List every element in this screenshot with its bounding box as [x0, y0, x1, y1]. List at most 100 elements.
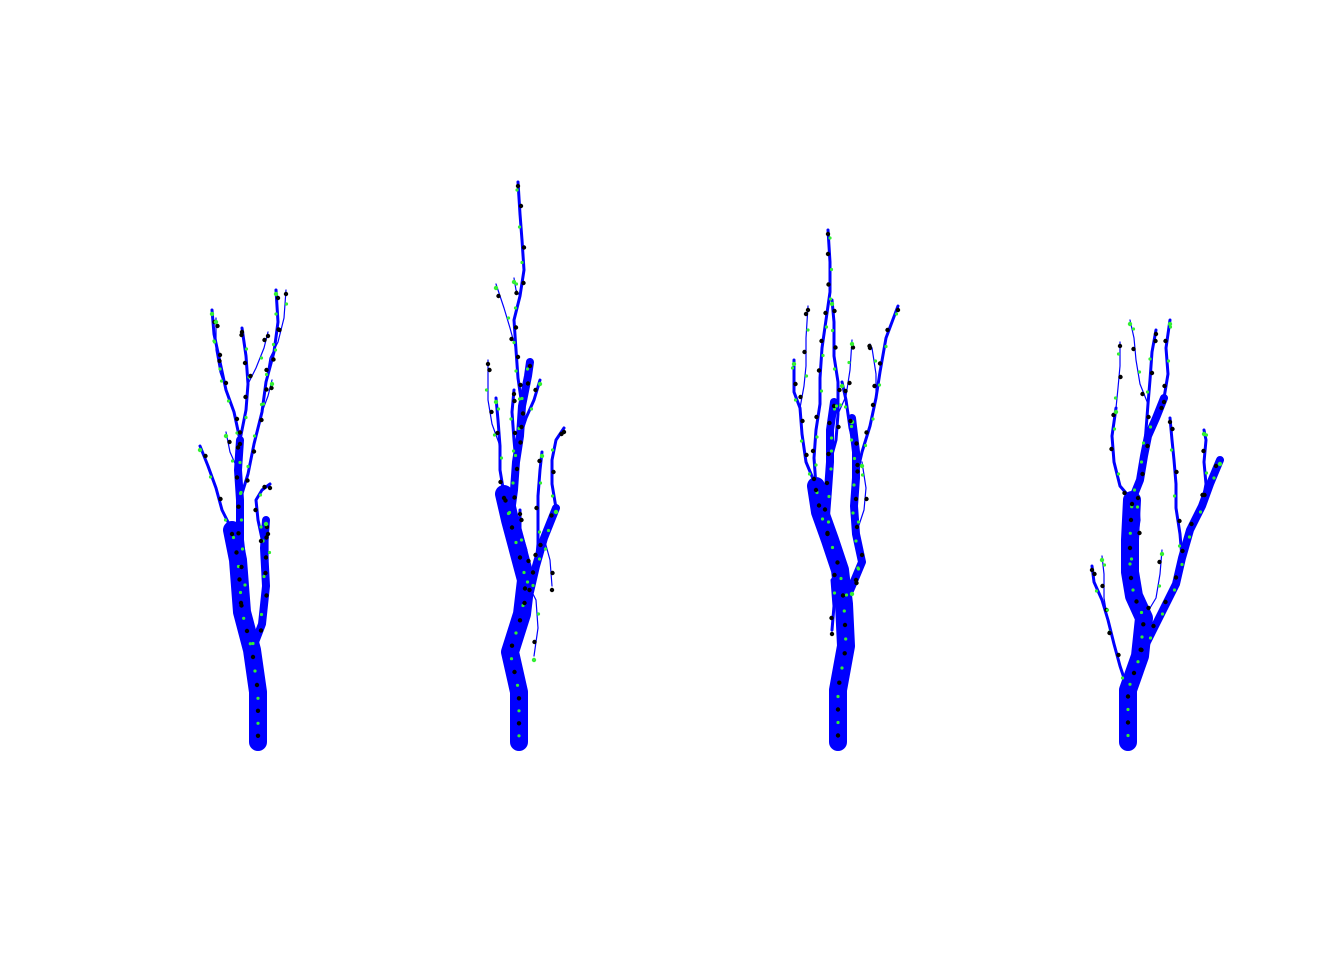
tip-dot	[1089, 567, 1095, 573]
node-dot	[254, 682, 260, 688]
bud-dot	[242, 616, 246, 620]
node-dot	[489, 409, 494, 415]
bud-dot	[256, 696, 260, 700]
node-dot	[847, 380, 852, 386]
node-dot	[1100, 583, 1105, 589]
node-dot	[235, 445, 241, 450]
node-dot	[534, 505, 539, 511]
node-dot	[859, 552, 865, 558]
tree-4-nodes	[1089, 321, 1223, 738]
bud-dot	[1120, 676, 1125, 680]
bud-dot	[484, 388, 489, 392]
node-dot	[1128, 517, 1134, 523]
node-dot	[251, 449, 257, 454]
tip-dot	[531, 657, 537, 663]
bud-dot	[1102, 563, 1107, 567]
tip-dot	[849, 591, 855, 597]
node-dot	[516, 696, 522, 701]
node-dot	[826, 282, 831, 287]
bud-dot	[1128, 562, 1132, 566]
node-dot	[822, 507, 828, 512]
bud-dot	[838, 403, 843, 407]
bud-dot	[871, 417, 875, 421]
node-dot	[259, 417, 264, 423]
bud-dot	[1132, 488, 1137, 492]
tip-dot	[549, 587, 555, 593]
node-dot	[1140, 471, 1145, 477]
bud-dot	[208, 475, 213, 479]
tip-dot	[849, 341, 855, 347]
tip-dot	[223, 433, 229, 439]
trees-layer	[197, 180, 1224, 751]
bud-dot	[256, 721, 260, 725]
bud-dot	[1172, 494, 1177, 498]
node-dot	[253, 507, 258, 513]
bud-dot	[1141, 441, 1146, 445]
node-dot	[800, 418, 805, 424]
node-dot	[243, 394, 248, 400]
bud-dot	[827, 494, 831, 499]
tip-dot	[527, 363, 533, 369]
bud-dot	[258, 493, 263, 497]
node-dot	[1128, 575, 1134, 581]
tip-dot	[239, 329, 245, 335]
node-dot	[1177, 518, 1182, 524]
bud-dot	[851, 511, 855, 515]
bud-dot	[839, 576, 843, 581]
tip-dot	[867, 345, 873, 351]
node-dot	[215, 323, 220, 329]
node-dot	[854, 580, 859, 586]
node-dot	[238, 600, 244, 606]
bud-dot	[832, 591, 837, 595]
bud-dot	[514, 631, 518, 635]
node-dot	[530, 570, 536, 575]
node-dot	[517, 618, 523, 623]
node-dot	[1157, 559, 1162, 565]
node-dot	[1140, 391, 1145, 397]
bud-dot	[1166, 359, 1171, 363]
node-dot	[885, 327, 890, 333]
bud-dot	[1148, 357, 1152, 361]
bud-dot	[236, 564, 241, 569]
tip-dot	[273, 291, 279, 297]
bud-dot	[248, 642, 252, 646]
branch	[265, 529, 269, 587]
node-dot	[537, 458, 542, 464]
bud-dot	[511, 449, 516, 453]
bud-dot	[1140, 635, 1144, 639]
bud-dot	[226, 399, 231, 403]
node-dot	[848, 418, 853, 424]
node-dot	[262, 484, 267, 490]
bud-dot	[860, 473, 865, 477]
bud-dot	[856, 567, 861, 571]
node-dot	[525, 381, 531, 386]
tip-dot	[825, 231, 831, 237]
node-dot	[498, 479, 503, 485]
bud-dot	[852, 456, 857, 461]
node-dot	[854, 441, 859, 446]
node-dot	[217, 352, 223, 358]
node-dot	[512, 430, 518, 436]
tip-dot	[209, 311, 215, 317]
node-dot	[217, 358, 222, 364]
node-dot	[1146, 414, 1151, 420]
node-dot	[521, 280, 526, 286]
node-dot	[517, 555, 523, 560]
bud-dot	[1157, 584, 1162, 588]
node-dot	[509, 336, 514, 342]
node-dot	[855, 462, 860, 468]
bud-dot	[514, 369, 518, 373]
bud-dot	[819, 389, 824, 393]
node-dot	[835, 560, 840, 565]
bud-dot	[1172, 588, 1177, 592]
bud-dot	[830, 545, 835, 550]
node-dot	[264, 535, 269, 540]
node-dot	[842, 651, 847, 656]
bud-dot	[1212, 476, 1216, 480]
bud-dot	[550, 448, 555, 452]
tip-dot	[485, 361, 491, 367]
node-dot	[1149, 370, 1155, 376]
node-dot	[277, 327, 282, 333]
node-dot	[1116, 652, 1121, 658]
bud-dot	[828, 297, 833, 301]
